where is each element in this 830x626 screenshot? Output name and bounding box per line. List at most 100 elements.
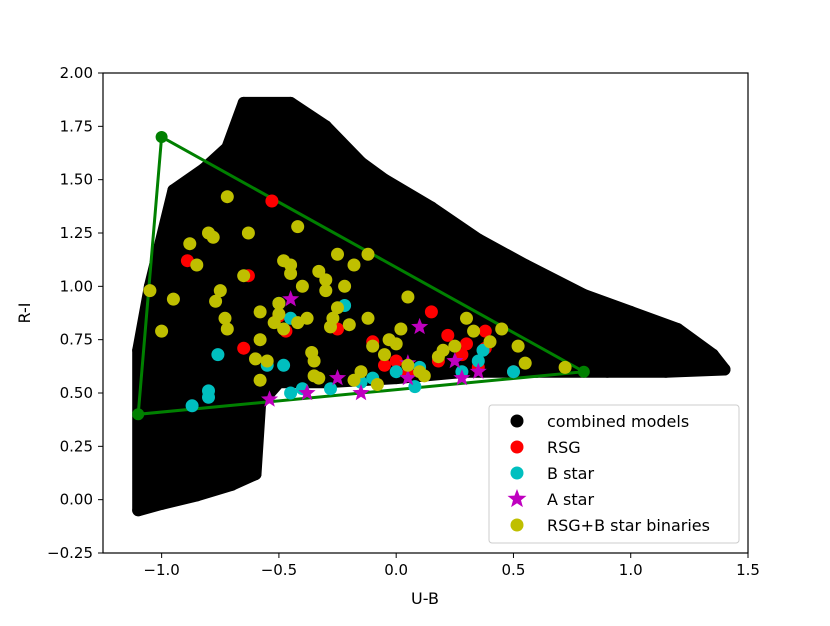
combined-models-point <box>706 348 719 361</box>
rsg-b-star-binaries-point <box>237 269 251 283</box>
rsg-b-star-binaries-point <box>417 369 431 383</box>
combined-models-point <box>167 184 180 197</box>
y-tick-label: 0.00 <box>60 491 93 509</box>
rsg-point <box>478 324 492 338</box>
combined-models-point <box>624 305 637 318</box>
rsg-point <box>389 354 403 368</box>
rsg-point <box>441 328 455 342</box>
rsg-b-star-binaries-point <box>143 284 157 298</box>
rsg-b-star-binaries-point <box>312 371 326 385</box>
rsg-b-star-binaries-point <box>307 354 321 368</box>
combined-models-point <box>190 489 203 502</box>
rsg-b-star-binaries-point <box>277 322 291 336</box>
triangle-vertex <box>132 408 145 421</box>
combined-models-point <box>425 201 438 214</box>
b-star-point <box>211 348 225 362</box>
rsg-b-star-binaries-point <box>260 354 274 368</box>
rsg-b-star-binaries-point <box>401 358 415 372</box>
a-star-point <box>453 369 471 386</box>
rsg-b-star-binaries-point <box>319 284 333 298</box>
y-tick-label: 0.50 <box>60 384 93 402</box>
legend-label: RSG <box>547 438 581 457</box>
rsg-b-star-binaries-point <box>253 373 267 387</box>
legend-label: combined models <box>547 412 689 431</box>
x-axis-label: U-B <box>411 589 439 608</box>
y-axis-label: R-I <box>15 303 34 324</box>
combined-models-point <box>472 233 485 246</box>
y-tick-label: 0.25 <box>60 437 93 455</box>
rsg-b-star-binaries-point <box>361 311 375 325</box>
combined-models-point <box>155 497 168 510</box>
rsg-b-star-binaries-point <box>394 322 408 336</box>
b-star-point <box>507 365 520 379</box>
rsg-b-star-binaries-point <box>558 360 572 374</box>
rsg-b-star-binaries-point <box>467 324 481 338</box>
combined-models-point <box>284 96 297 109</box>
rsg-b-star-binaries-point <box>518 356 532 370</box>
combined-models-point <box>197 163 210 175</box>
y-tick-label: 1.00 <box>60 277 93 295</box>
combined-models-point <box>519 259 532 271</box>
rsg-point <box>455 348 469 362</box>
x-tick-label: 1.5 <box>736 561 760 579</box>
legend: combined models RSG B star A star RSG+B star… <box>488 404 740 544</box>
plot-frame <box>102 72 749 554</box>
b-star-point <box>284 386 298 400</box>
combined-models-point <box>671 323 684 335</box>
combined-models-point <box>237 96 250 109</box>
rsg-b-star-binaries-point <box>241 226 255 240</box>
b-star-point <box>202 384 215 398</box>
combined-models-point <box>378 173 391 186</box>
a-star-point <box>399 369 417 386</box>
y-tick-label: 0.75 <box>60 331 93 349</box>
y-tick-label: 1.25 <box>60 224 93 242</box>
legend-label: A star <box>547 490 594 509</box>
x-tick-label: 0.5 <box>502 561 526 579</box>
b-star-point <box>389 365 403 379</box>
combined-models-point <box>249 468 262 481</box>
rsg-b-star-binaries-point <box>166 292 180 306</box>
b-star-point <box>277 358 291 372</box>
combined-models-point <box>221 141 234 154</box>
x-tick-label: 1.0 <box>619 561 643 579</box>
rsg-b-star-binaries-point <box>495 322 509 336</box>
a-star-point <box>282 290 300 307</box>
rsg-b-star-binaries-point <box>361 247 375 261</box>
rsg-b-star-binaries-point <box>209 294 223 308</box>
rsg-b-star-binaries-point <box>272 307 286 321</box>
y-axis-ticks: −0.25 0.00 0.25 0.50 0.75 1.00 1.25 1.50 1.75 2.0… <box>47 64 103 562</box>
y-tick-label: 1.75 <box>60 117 93 135</box>
rsg-b-star-binaries-point <box>448 339 462 353</box>
combined-models-point <box>601 365 614 378</box>
rsg-b-star-binaries-point <box>331 247 344 261</box>
rsg-b-star-binaries-point <box>190 258 204 272</box>
rsg-b-star-binaries-point <box>253 305 267 319</box>
combined-models-point <box>718 363 731 376</box>
combined-models-point <box>132 504 145 517</box>
rsg-point <box>265 194 279 208</box>
combined-models-point <box>319 120 332 133</box>
rsg-b-star-binaries-point <box>511 339 525 353</box>
rsg-b-star-binaries-point <box>326 311 340 325</box>
combined-models-point <box>577 288 590 301</box>
rsg-b-star-binaries-point <box>277 254 291 268</box>
combined-models-point <box>355 156 367 169</box>
triangle-vertex <box>577 365 590 378</box>
legend-label: B star <box>547 464 594 483</box>
b-star-point <box>324 382 337 396</box>
combined-models-point <box>659 365 672 378</box>
a-star-point <box>261 390 279 407</box>
rsg-b-star-binaries-point <box>401 290 415 304</box>
rsg-b-star-binaries-point <box>366 339 380 353</box>
legend-marker <box>510 440 524 454</box>
a-star-point <box>411 317 429 335</box>
legend-marker <box>507 489 527 508</box>
rsg-b-star-binaries-point <box>370 378 384 391</box>
combined-models-point <box>272 376 285 389</box>
x-tick-label: 0.0 <box>384 561 408 579</box>
rsg-b-star-binaries-point <box>460 311 473 325</box>
a-star-point <box>469 362 487 379</box>
combined-models-point <box>226 478 238 491</box>
rsg-b-star-binaries-point <box>249 352 262 366</box>
rsg-b-star-binaries-point <box>378 348 391 362</box>
